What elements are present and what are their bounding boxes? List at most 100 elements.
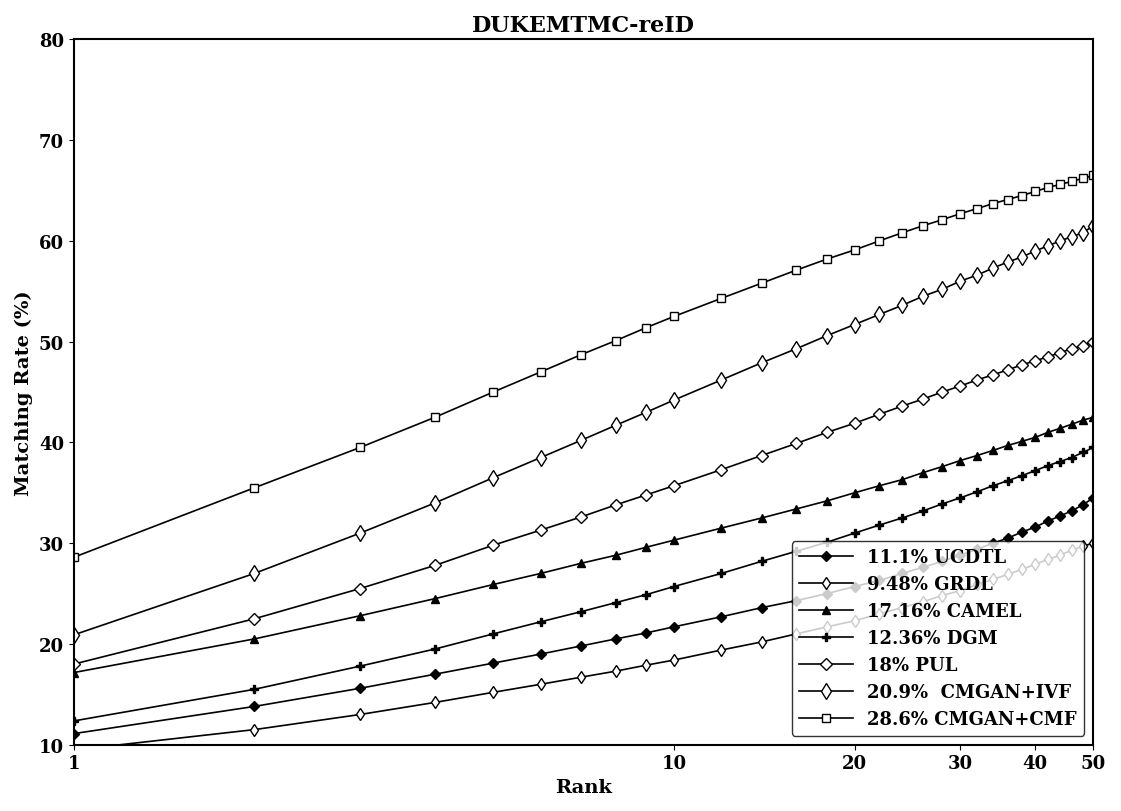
28.6% CMGAN+CMF [986, 200, 1000, 209]
12.36% DGM [789, 547, 803, 556]
11.1% UCDTL [847, 582, 861, 592]
17.16% CAMEL [487, 580, 500, 590]
12.36% DGM [487, 629, 500, 639]
9.48% GRDL [534, 680, 547, 689]
11.1% UCDTL [1041, 517, 1055, 526]
28.6% CMGAN+CMF [896, 229, 909, 238]
18% PUL [1016, 361, 1029, 371]
20.9%  CMGAN+IVF [1001, 258, 1015, 268]
9.48% GRDL [1041, 555, 1055, 564]
12.36% DGM [428, 644, 442, 654]
11.1% UCDTL [971, 545, 984, 555]
20.9%  CMGAN+IVF [971, 271, 984, 281]
18% PUL [821, 428, 834, 438]
9.48% GRDL [896, 603, 909, 613]
28.6% CMGAN+CMF [667, 312, 680, 322]
18% PUL [847, 418, 861, 428]
28.6% CMGAN+CMF [67, 553, 81, 563]
12.36% DGM [971, 487, 984, 497]
18% PUL [954, 382, 967, 392]
18% PUL [1065, 345, 1078, 354]
28.6% CMGAN+CMF [1028, 187, 1041, 197]
12.36% DGM [1076, 448, 1090, 457]
9.48% GRDL [574, 672, 587, 682]
20.9%  CMGAN+IVF [872, 310, 886, 320]
17.16% CAMEL [1065, 420, 1078, 430]
28.6% CMGAN+CMF [534, 367, 547, 377]
18% PUL [248, 614, 261, 624]
28.6% CMGAN+CMF [872, 237, 886, 247]
11.1% UCDTL [872, 576, 886, 586]
12.36% DGM [872, 521, 886, 530]
17.16% CAMEL [640, 543, 654, 552]
20.9%  CMGAN+IVF [936, 285, 949, 294]
18% PUL [896, 401, 909, 411]
17.16% CAMEL [609, 551, 622, 560]
17.16% CAMEL [428, 594, 442, 603]
12.36% DGM [1028, 466, 1041, 476]
28.6% CMGAN+CMF [971, 204, 984, 214]
17.16% CAMEL [821, 496, 834, 506]
28.6% CMGAN+CMF [1001, 195, 1015, 205]
9.48% GRDL [1016, 564, 1029, 574]
9.48% GRDL [715, 646, 729, 655]
20.9%  CMGAN+IVF [667, 396, 680, 406]
20.9%  CMGAN+IVF [640, 408, 654, 418]
28.6% CMGAN+CMF [821, 255, 834, 264]
11.1% UCDTL [574, 642, 587, 651]
18% PUL [916, 395, 929, 405]
11.1% UCDTL [248, 702, 261, 711]
17.16% CAMEL [872, 481, 886, 491]
20.9%  CMGAN+IVF [487, 474, 500, 483]
12.36% DGM [986, 481, 1000, 491]
28.6% CMGAN+CMF [936, 216, 949, 225]
18% PUL [1076, 341, 1090, 351]
11.1% UCDTL [896, 569, 909, 578]
17.16% CAMEL [789, 504, 803, 514]
18% PUL [574, 513, 587, 522]
20.9%  CMGAN+IVF [821, 332, 834, 341]
12.36% DGM [1065, 453, 1078, 463]
9.48% GRDL [1001, 570, 1015, 580]
12.36% DGM [936, 500, 949, 509]
20.9%  CMGAN+IVF [896, 301, 909, 311]
11.1% UCDTL [1086, 493, 1100, 503]
20.9%  CMGAN+IVF [353, 529, 367, 539]
9.48% GRDL [1054, 551, 1067, 560]
20.9%  CMGAN+IVF [986, 264, 1000, 273]
17.16% CAMEL [1016, 437, 1029, 447]
X-axis label: Rank: Rank [555, 778, 612, 796]
18% PUL [1001, 366, 1015, 375]
12.36% DGM [248, 684, 261, 694]
12.36% DGM [821, 538, 834, 547]
11.1% UCDTL [609, 634, 622, 644]
17.16% CAMEL [248, 634, 261, 644]
20.9%  CMGAN+IVF [1054, 237, 1067, 247]
18% PUL [428, 560, 442, 570]
11.1% UCDTL [667, 622, 680, 632]
17.16% CAMEL [971, 451, 984, 461]
20.9%  CMGAN+IVF [1028, 247, 1041, 256]
11.1% UCDTL [936, 557, 949, 567]
12.36% DGM [353, 662, 367, 672]
12.36% DGM [754, 557, 768, 567]
28.6% CMGAN+CMF [1076, 174, 1090, 184]
28.6% CMGAN+CMF [954, 209, 967, 219]
11.1% UCDTL [1016, 528, 1029, 538]
18% PUL [534, 526, 547, 535]
20.9%  CMGAN+IVF [916, 292, 929, 302]
20.9%  CMGAN+IVF [715, 375, 729, 385]
28.6% CMGAN+CMF [715, 294, 729, 304]
17.16% CAMEL [1001, 441, 1015, 451]
17.16% CAMEL [1086, 413, 1100, 423]
17.16% CAMEL [715, 524, 729, 534]
18% PUL [1086, 337, 1100, 347]
20.9%  CMGAN+IVF [1086, 221, 1100, 231]
17.16% CAMEL [1041, 428, 1055, 438]
9.48% GRDL [1076, 542, 1090, 551]
18% PUL [971, 375, 984, 385]
11.1% UCDTL [640, 629, 654, 638]
18% PUL [789, 439, 803, 448]
18% PUL [936, 388, 949, 397]
9.48% GRDL [428, 697, 442, 707]
